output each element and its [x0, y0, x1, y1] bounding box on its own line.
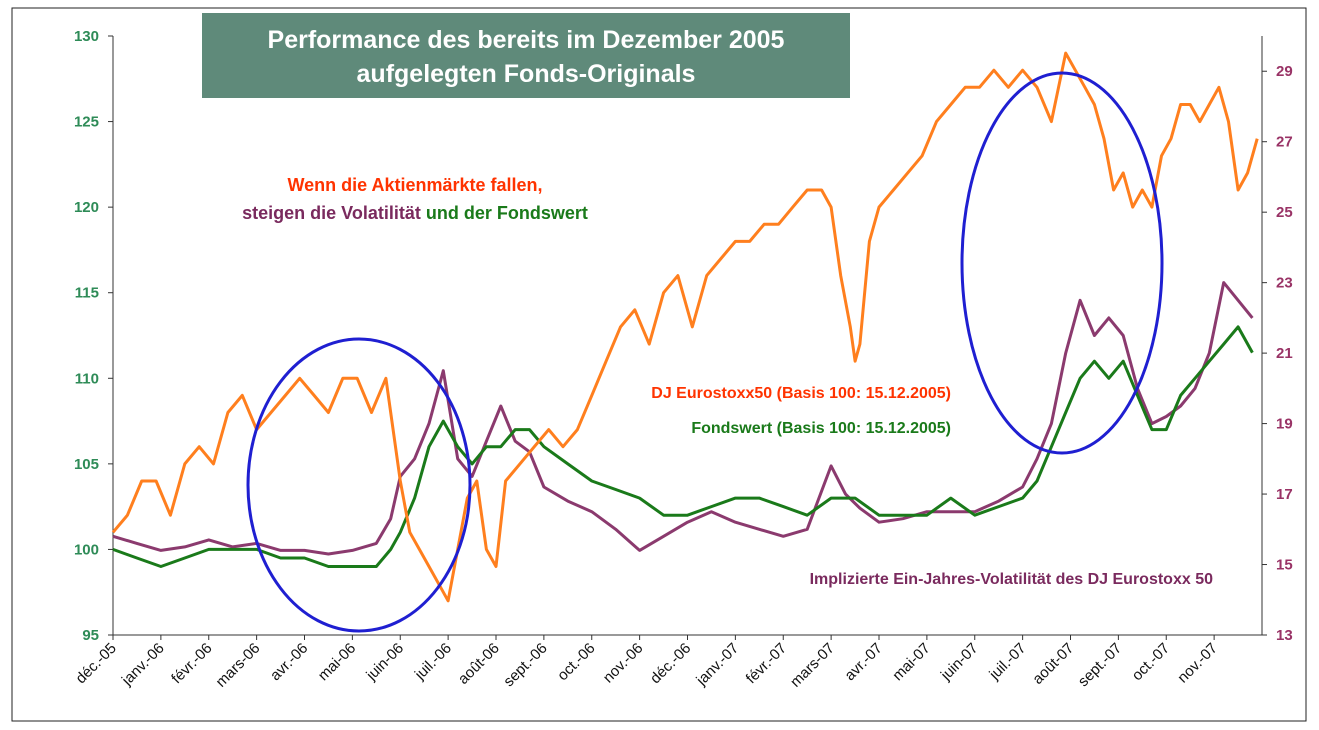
series-fondswert-line [112, 325, 1254, 568]
left-tick-label: 100 [74, 541, 99, 558]
x-tick-label: oct.-06 [554, 640, 598, 684]
left-tick-label: 105 [74, 456, 99, 473]
left-tick-label: 130 [74, 28, 99, 45]
chart-title: Performance des bereits im Dezember 2005… [202, 13, 850, 98]
left-tick-label: 125 [74, 114, 99, 131]
left-y-ticks: 95 100 105 110 115 120 125 130 [74, 28, 113, 644]
right-tick-label: 13 [1276, 627, 1293, 644]
axes [112, 36, 1263, 636]
left-tick-label: 115 [75, 285, 99, 302]
right-tick-label: 15 [1276, 557, 1293, 574]
x-tick-label: mai-06 [315, 640, 359, 684]
right-y-ticks: 13 15 17 19 21 23 25 27 29 [1262, 63, 1293, 644]
x-tick-label: juin-06 [363, 640, 408, 685]
x-tick-label: juin-07 [937, 640, 982, 685]
label-eurostoxx-series: DJ Eurostoxx50 (Basis 100: 15.12.2005) [651, 385, 951, 402]
x-tick-label: août-06 [455, 640, 503, 688]
x-tick-label: mai-07 [889, 640, 933, 684]
series-volatility-line [112, 281, 1254, 556]
x-tick-label: juil.-07 [985, 640, 1029, 684]
left-tick-label: 120 [74, 199, 99, 216]
x-tick-label: août-07 [1029, 640, 1077, 688]
right-tick-label: 21 [1276, 345, 1293, 362]
x-tick-label: mars-07 [787, 640, 838, 691]
right-tick-label: 27 [1276, 134, 1293, 151]
x-tick-label: avr.-06 [267, 640, 311, 684]
x-tick-label: févr.-06 [168, 640, 215, 687]
right-tick-label: 29 [1276, 63, 1293, 80]
right-tick-label: 25 [1276, 204, 1293, 221]
annotation-volatility-rises: steigen die Volatilität und der Fondswer… [242, 203, 588, 223]
title-line-2: aufgelegten Fonds-Originals [357, 60, 696, 88]
x-tick-label: janv.-06 [118, 640, 168, 690]
x-tick-label: janv.-07 [693, 640, 743, 690]
x-tick-label: nov.-07 [1174, 640, 1221, 687]
x-tick-label: juil.-06 [411, 640, 455, 684]
annotation-fund-part: und der Fondswert [421, 203, 588, 223]
title-line-1: Performance des bereits im Dezember 2005 [268, 26, 785, 54]
x-tick-label: sept.-07 [1075, 640, 1125, 690]
x-tick-label: nov.-06 [600, 640, 647, 687]
right-tick-label: 23 [1276, 275, 1293, 292]
label-fondswert-series: Fondswert (Basis 100: 15.12.2005) [691, 420, 951, 437]
x-tick-label: mars-06 [213, 640, 264, 691]
x-tick-label: déc.-06 [647, 640, 694, 687]
series-lines [111, 51, 1259, 603]
right-tick-label: 17 [1276, 486, 1293, 503]
x-tick-label: sept.-06 [500, 640, 550, 690]
chart-frame [11, 7, 1307, 722]
x-tick-label: avr.-07 [841, 640, 885, 684]
highlight-ellipse-august-07 [960, 71, 1164, 455]
series-eurostoxx-line [111, 51, 1259, 603]
label-volatility-series: Implizierte Ein-Jahres-Volatilität des D… [810, 571, 1213, 588]
annotation-volatility-part: steigen die Volatilität [242, 203, 421, 223]
x-tick-label: déc.-05 [72, 640, 119, 687]
left-tick-label: 110 [75, 370, 99, 387]
left-tick-label: 95 [82, 627, 99, 644]
x-tick-label: oct.-07 [1129, 640, 1173, 684]
title-box [202, 13, 850, 98]
highlight-ellipse-june-06 [246, 337, 472, 633]
x-tick-label: févr.-07 [743, 640, 790, 687]
annotation-markets-fall: Wenn die Aktienmärkte fallen, [287, 175, 542, 195]
right-tick-label: 19 [1276, 416, 1293, 433]
